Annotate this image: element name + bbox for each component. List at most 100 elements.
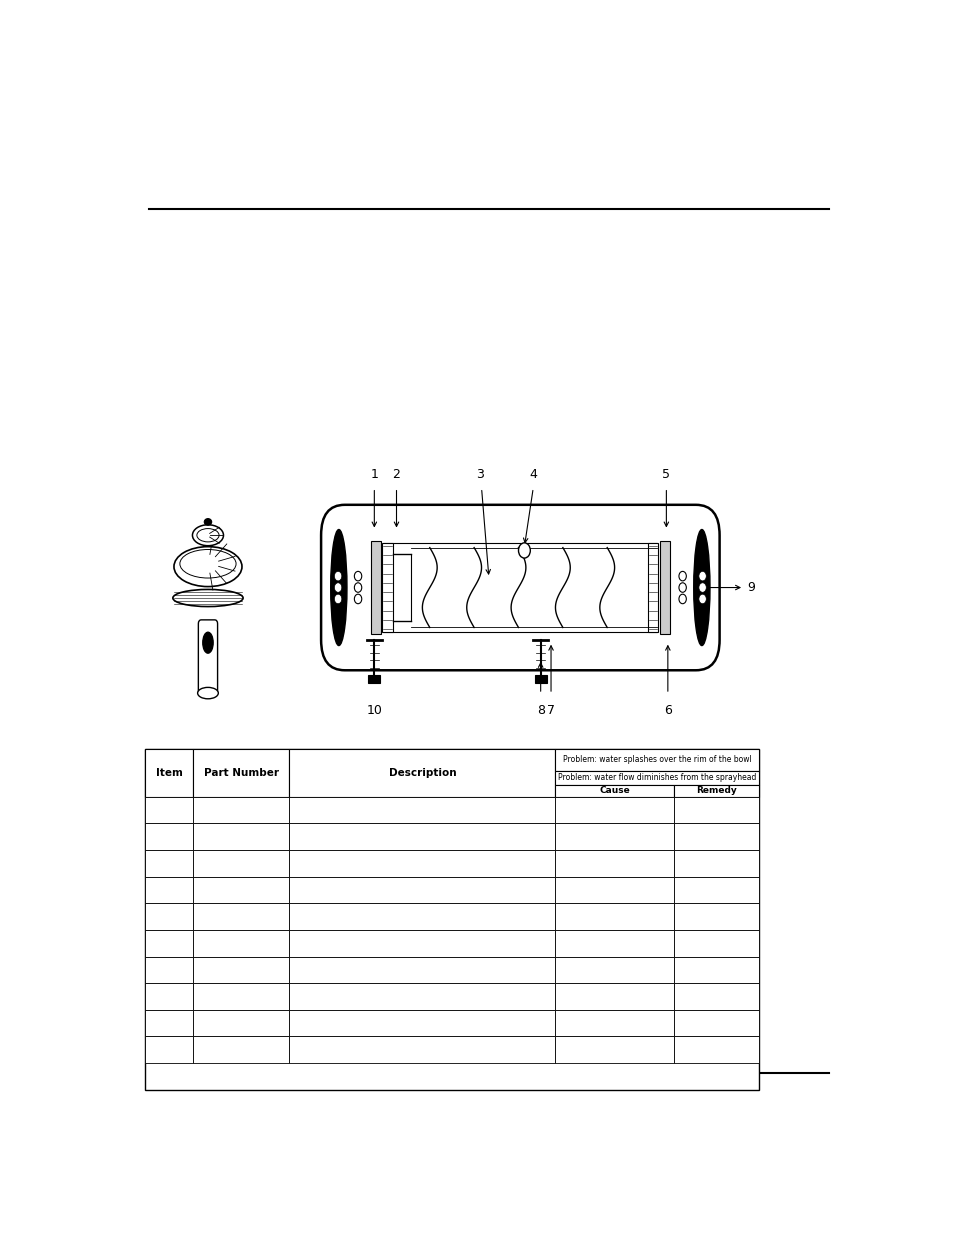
Ellipse shape <box>196 529 219 542</box>
Text: 6: 6 <box>663 704 671 716</box>
Circle shape <box>699 594 705 604</box>
Bar <box>555 850 673 877</box>
Text: 1: 1 <box>370 468 378 480</box>
Text: 4: 4 <box>529 468 537 480</box>
Bar <box>193 957 289 983</box>
Circle shape <box>354 583 361 593</box>
Bar <box>289 957 555 983</box>
Text: Item: Item <box>155 768 182 778</box>
Bar <box>145 824 193 850</box>
Bar <box>370 541 380 634</box>
Text: Cause: Cause <box>598 787 629 795</box>
Bar <box>659 541 669 634</box>
Bar <box>555 1010 673 1036</box>
Text: Part Number: Part Number <box>204 768 278 778</box>
Circle shape <box>679 583 685 593</box>
Bar <box>193 1036 289 1063</box>
Bar <box>673 824 758 850</box>
Bar <box>289 824 555 850</box>
Circle shape <box>335 583 341 593</box>
Bar <box>647 543 658 632</box>
Bar <box>145 1036 193 1063</box>
Circle shape <box>518 543 530 558</box>
Bar <box>289 930 555 957</box>
Bar <box>555 771 758 785</box>
Bar <box>193 824 289 850</box>
Bar <box>289 850 555 877</box>
Ellipse shape <box>172 589 243 606</box>
Bar <box>673 930 758 957</box>
Bar <box>289 1036 555 1063</box>
Text: 8: 8 <box>537 704 544 716</box>
Circle shape <box>335 572 341 580</box>
Bar <box>673 903 758 930</box>
Ellipse shape <box>203 632 213 653</box>
Text: 3: 3 <box>476 468 483 480</box>
Circle shape <box>354 572 361 580</box>
Text: 10: 10 <box>366 704 382 716</box>
Bar <box>382 543 393 632</box>
Bar <box>555 1036 673 1063</box>
Text: Remedy: Remedy <box>695 787 736 795</box>
Ellipse shape <box>693 530 709 646</box>
Bar <box>193 930 289 957</box>
Bar <box>289 983 555 1010</box>
Bar <box>193 797 289 824</box>
Bar <box>145 983 193 1010</box>
Ellipse shape <box>204 519 212 525</box>
Text: 2: 2 <box>392 468 400 480</box>
Bar <box>535 676 546 683</box>
Ellipse shape <box>197 688 218 699</box>
Bar <box>555 824 673 850</box>
Bar <box>193 903 289 930</box>
Bar <box>673 785 758 797</box>
Bar <box>555 930 673 957</box>
Bar <box>145 1010 193 1036</box>
Bar <box>193 850 289 877</box>
Bar <box>555 957 673 983</box>
Bar <box>145 877 193 903</box>
Bar <box>145 797 193 824</box>
Bar <box>193 877 289 903</box>
Bar <box>673 1010 758 1036</box>
Circle shape <box>354 594 361 604</box>
Bar <box>145 750 758 1089</box>
Bar <box>555 750 758 771</box>
Bar <box>673 797 758 824</box>
Bar <box>555 797 673 824</box>
Circle shape <box>699 572 705 580</box>
Bar <box>145 903 193 930</box>
Bar <box>145 750 193 797</box>
Bar <box>673 983 758 1010</box>
Bar <box>555 785 673 797</box>
Bar <box>289 797 555 824</box>
Bar <box>673 877 758 903</box>
Bar <box>383 543 657 632</box>
Bar <box>145 930 193 957</box>
Circle shape <box>679 572 685 580</box>
Circle shape <box>679 594 685 604</box>
Text: Problem: water splashes over the rim of the bowl: Problem: water splashes over the rim of … <box>562 756 751 764</box>
Bar <box>673 850 758 877</box>
Bar <box>368 676 380 683</box>
Circle shape <box>699 583 705 593</box>
Bar <box>193 983 289 1010</box>
Ellipse shape <box>331 530 347 646</box>
Text: 7: 7 <box>546 704 555 716</box>
Text: Problem: water flow diminishes from the sprayhead: Problem: water flow diminishes from the … <box>558 773 756 782</box>
Bar <box>673 1036 758 1063</box>
Circle shape <box>335 594 341 604</box>
Bar <box>193 1010 289 1036</box>
Text: 5: 5 <box>661 468 670 480</box>
Bar <box>289 1010 555 1036</box>
Bar <box>145 957 193 983</box>
Bar <box>555 877 673 903</box>
Bar <box>673 957 758 983</box>
FancyBboxPatch shape <box>198 620 217 694</box>
Bar <box>555 903 673 930</box>
Bar <box>145 850 193 877</box>
Ellipse shape <box>193 525 223 546</box>
FancyBboxPatch shape <box>321 505 719 671</box>
Bar <box>289 750 555 797</box>
Bar <box>289 877 555 903</box>
